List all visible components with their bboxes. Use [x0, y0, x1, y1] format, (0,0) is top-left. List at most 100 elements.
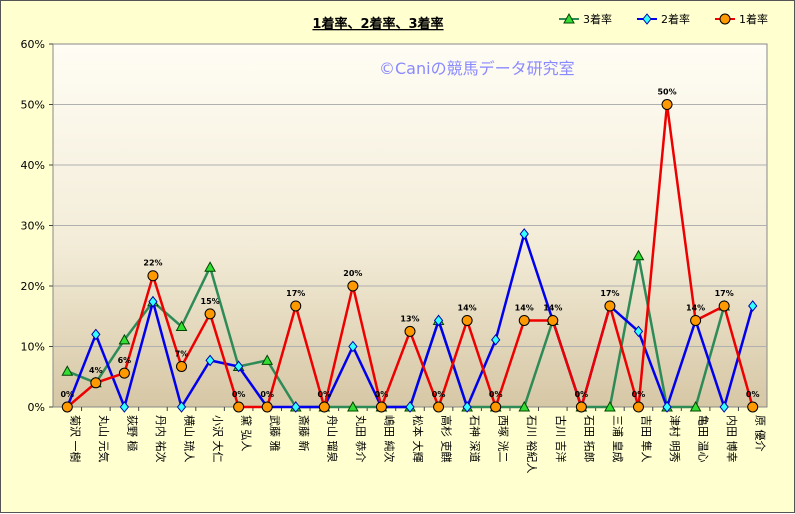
legend: 3着率 2着率 1着率 — [559, 12, 768, 26]
point-2nd — [719, 401, 729, 413]
y-tick-label: 40% — [21, 159, 45, 172]
x-tick-label: 嶋田 純次 — [382, 415, 396, 463]
data-label: 6% — [118, 356, 132, 365]
series-circle — [61, 99, 759, 413]
data-label: 0% — [318, 390, 332, 399]
x-tick-label: 高杉 吏麒 — [440, 415, 454, 463]
point-2nd — [233, 360, 244, 373]
point-2nd — [633, 325, 644, 338]
point-3rd — [632, 249, 645, 261]
y-tick-label: 50% — [21, 99, 45, 112]
point-2nd — [748, 300, 758, 312]
data-label: 14% — [458, 303, 477, 312]
x-tick-label: 舟山 瑠泉 — [325, 415, 339, 463]
legend-item: 1着率 — [715, 12, 768, 26]
point-2nd — [433, 314, 444, 327]
data-labels: 0% 4% 6% 22% 7% 15% 0% 0% 17% 0% 20% 0% 13% 0% 14% 0% 14… — [60, 88, 759, 400]
point-3rd — [689, 400, 702, 412]
point-1st — [604, 300, 616, 312]
point-1st — [261, 401, 273, 413]
point-1st — [290, 300, 302, 312]
point-1st — [318, 401, 330, 413]
x-tick-label: 三浦 皇成 — [611, 415, 625, 463]
point-3rd — [118, 333, 131, 345]
x-tick-label: 丸山 元気 — [97, 415, 111, 463]
data-label: 0% — [632, 390, 646, 399]
point-1st — [747, 401, 759, 413]
data-label: 0% — [432, 390, 446, 399]
point-3rd — [261, 354, 274, 365]
y-tick-label: 0% — [28, 401, 45, 414]
y-axis-ticks: 0% 10% 20% 30% 40% 50% 60% — [21, 38, 45, 414]
x-tick-label: 石川 裕紀人 — [525, 415, 538, 474]
data-label: 0% — [575, 390, 589, 399]
watermark: ©Caniの競馬データ研究室 — [379, 59, 575, 78]
x-tick-label: 荻野 極 — [125, 415, 139, 452]
x-tick-label: 松本 大輝 — [411, 415, 425, 463]
point-2nd — [405, 401, 415, 413]
data-label: 0% — [260, 390, 274, 399]
data-label: 7% — [175, 349, 189, 358]
point-3rd — [604, 400, 616, 412]
data-label: 50% — [657, 88, 676, 97]
y-tick-label: 20% — [21, 280, 45, 293]
point-1st — [547, 314, 559, 326]
gridlines — [49, 43, 767, 411]
point-3rd — [204, 261, 216, 272]
point-1st — [147, 270, 159, 282]
point-1st — [719, 13, 731, 25]
x-tick-label: 古川 吉洋 — [554, 415, 568, 463]
point-1st — [575, 401, 587, 413]
x-tick-label: 石神 深道 — [468, 415, 482, 463]
point-3rd — [175, 320, 188, 332]
x-tick-label: 横山 琉人 — [183, 415, 197, 463]
legend-item: 2着率 — [637, 12, 690, 26]
x-tick-label: 斎藤 新 — [297, 415, 311, 452]
x-tick-label: 吉田 隼人 — [639, 415, 653, 463]
point-2nd — [642, 13, 652, 25]
data-label: 0% — [746, 390, 760, 399]
legend-label: 3着率 — [583, 12, 612, 26]
point-1st — [233, 401, 245, 413]
data-label: 22% — [143, 259, 162, 268]
point-1st — [461, 314, 473, 326]
data-label: 17% — [715, 289, 734, 298]
point-1st — [490, 401, 502, 413]
point-2nd — [348, 340, 358, 353]
x-tick-label: 黛 弘人 — [240, 415, 253, 452]
point-2nd — [119, 401, 130, 413]
y-tick-label: 60% — [21, 38, 45, 51]
point-3rd — [518, 400, 531, 412]
y-tick-label: 10% — [21, 341, 45, 354]
point-2nd — [519, 228, 529, 240]
point-1st — [404, 325, 416, 337]
point-3rd — [61, 365, 74, 376]
data-label: 13% — [400, 314, 419, 323]
point-1st — [518, 314, 530, 326]
x-tick-label: 石田 拓郎 — [582, 415, 596, 463]
point-1st — [433, 401, 445, 413]
x-tick-label: 小沢 大仁 — [211, 415, 225, 463]
data-label: 14% — [686, 303, 705, 312]
legend-item: 3着率 — [559, 12, 612, 26]
point-2nd — [148, 295, 158, 308]
data-label: 14% — [543, 303, 562, 312]
legend-label: 1着率 — [739, 12, 768, 26]
x-tick-label: 原 優介 — [754, 415, 767, 452]
point-1st — [718, 300, 730, 312]
data-label: 0% — [375, 390, 389, 399]
point-2nd — [491, 334, 501, 346]
point-1st — [204, 308, 216, 320]
data-label: 15% — [201, 297, 220, 306]
point-2nd — [205, 354, 215, 367]
point-3rd — [563, 12, 575, 24]
x-axis-ticks: 菊沢 一樹 丸山 元気 荻野 極 丹内 祐次 横山 琉人 小沢 大仁 黛 弘人 武藤 雅 斎藤 … — [68, 415, 766, 474]
data-label: 0% — [60, 390, 74, 399]
data-label: 0% — [232, 390, 246, 399]
x-tick-label: 丸田 恭介 — [354, 415, 367, 463]
point-2nd — [662, 401, 672, 413]
point-1st — [632, 401, 644, 413]
point-2nd — [291, 401, 301, 413]
